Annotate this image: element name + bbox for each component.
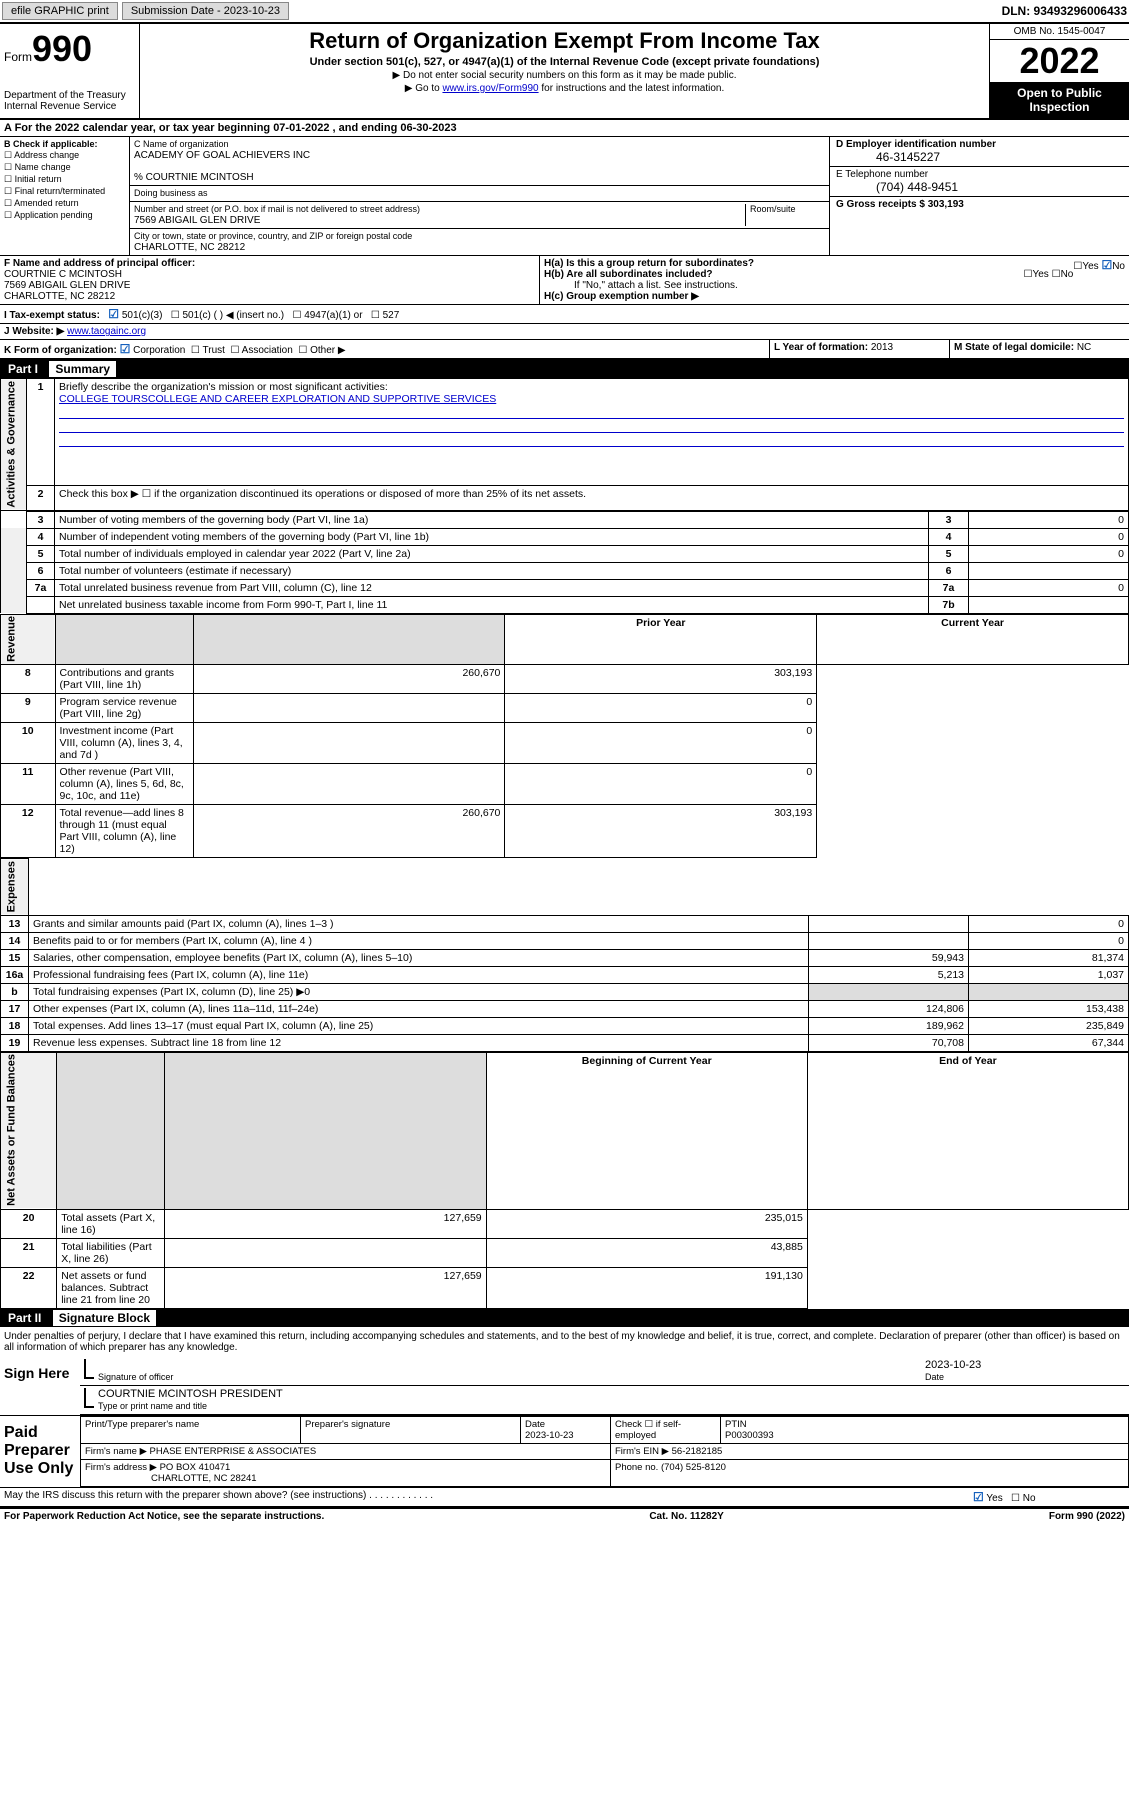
street-address: 7569 ABIGAIL GLEN DRIVE — [134, 215, 260, 226]
telephone: (704) 448-9451 — [836, 180, 1123, 194]
row-klm: K Form of organization: ☑ Corporation ☐ … — [0, 340, 1129, 360]
goto-note: ▶ Go to www.irs.gov/Form990 for instruct… — [144, 83, 985, 94]
mission-text[interactable]: COLLEGE TOURSCOLLEGE AND CAREER EXPLORAT… — [59, 393, 496, 405]
chk-address[interactable]: ☐ Address change — [4, 150, 125, 161]
firm-address: PO BOX 410471 — [160, 1462, 231, 1473]
side-governance: Activities & Governance — [1, 379, 27, 511]
efile-button[interactable]: efile GRAPHIC print — [2, 2, 118, 20]
chk-amended[interactable]: ☐ Amended return — [4, 198, 125, 209]
city-state-zip: CHARLOTTE, NC 28212 — [134, 242, 245, 253]
top-bar: efile GRAPHIC print Submission Date - 20… — [0, 0, 1129, 24]
row-j: J Website: ▶ www.taogainc.org — [0, 324, 1129, 340]
governance-rows: 3 Number of voting members of the govern… — [0, 511, 1129, 614]
chk-name[interactable]: ☐ Name change — [4, 162, 125, 173]
col-c: C Name of organization ACADEMY OF GOAL A… — [130, 137, 829, 255]
part1-header: Part I Summary — [0, 360, 1129, 378]
form-title: Return of Organization Exempt From Incom… — [144, 28, 985, 54]
firm-phone: (704) 525-8120 — [661, 1462, 726, 1473]
col-b: B Check if applicable: ☐ Address change … — [0, 137, 130, 255]
col-d: D Employer identification number 46-3145… — [829, 137, 1129, 255]
website-link[interactable]: www.taogainc.org — [67, 326, 146, 337]
sig-date: 2023-10-23 — [925, 1359, 981, 1371]
netassets-table: Net Assets or Fund Balances Beginning of… — [0, 1052, 1129, 1309]
section-bcd: B Check if applicable: ☐ Address change … — [0, 137, 1129, 256]
revenue-table: Revenue Prior Year Current Year 8 Contri… — [0, 614, 1129, 859]
ptin: P00300393 — [725, 1430, 774, 1441]
state-domicile: NC — [1077, 342, 1091, 353]
dept-label: Department of the Treasury — [4, 90, 135, 101]
form-header: Form990 Department of the Treasury Inter… — [0, 24, 1129, 120]
row-i: I Tax-exempt status: ☑ 501(c)(3) ☐ 501(c… — [0, 305, 1129, 324]
line-a: A For the 2022 calendar year, or tax yea… — [0, 120, 1129, 137]
irs-label: Internal Revenue Service — [4, 101, 135, 112]
part2-header: Part II Signature Block — [0, 1309, 1129, 1327]
form-number: Form990 — [4, 28, 135, 70]
gross-receipts: 303,193 — [928, 199, 964, 210]
declaration: Under penalties of perjury, I declare th… — [0, 1327, 1129, 1357]
form-subtitle: Under section 501(c), 527, or 4947(a)(1)… — [144, 56, 985, 68]
row-fh: F Name and address of principal officer:… — [0, 256, 1129, 305]
officer-name-title: COURTNIE MCINTOSH PRESIDENT — [98, 1388, 283, 1400]
may-irs-discuss: May the IRS discuss this return with the… — [0, 1488, 1129, 1508]
summary-table: Activities & Governance 1 Briefly descri… — [0, 378, 1129, 511]
chk-final[interactable]: ☐ Final return/terminated — [4, 186, 125, 197]
paid-preparer-block: Paid Preparer Use Only Print/Type prepar… — [0, 1416, 1129, 1488]
ssn-note: ▶ Do not enter social security numbers o… — [144, 70, 985, 81]
org-name: ACADEMY OF GOAL ACHIEVERS INC — [134, 150, 310, 161]
sign-here-block: Sign Here Signature of officer 2023-10-2… — [0, 1357, 1129, 1416]
ein-value: 46-3145227 — [836, 150, 1123, 164]
dln-label: DLN: 93493296006433 — [1002, 4, 1127, 18]
omb-number: OMB No. 1545-0047 — [990, 24, 1129, 40]
chk-pending[interactable]: ☐ Application pending — [4, 210, 125, 221]
submission-date: Submission Date - 2023-10-23 — [122, 2, 289, 20]
tax-year: 2022 — [990, 40, 1129, 82]
year-formation: 2013 — [871, 342, 893, 353]
officer-name: COURTNIE C MCINTOSH — [4, 269, 122, 280]
firm-ein: 56-2182185 — [672, 1446, 723, 1457]
chk-initial[interactable]: ☐ Initial return — [4, 174, 125, 185]
firm-name: PHASE ENTERPRISE & ASSOCIATES — [150, 1446, 317, 1457]
irs-link[interactable]: www.irs.gov/Form990 — [442, 83, 538, 94]
expenses-table: Expenses 13 Grants and similar amounts p… — [0, 858, 1129, 1051]
care-of: % COURTNIE MCINTOSH — [134, 172, 254, 183]
page-footer: For Paperwork Reduction Act Notice, see … — [0, 1508, 1129, 1524]
open-public-badge: Open to Public Inspection — [990, 82, 1129, 118]
